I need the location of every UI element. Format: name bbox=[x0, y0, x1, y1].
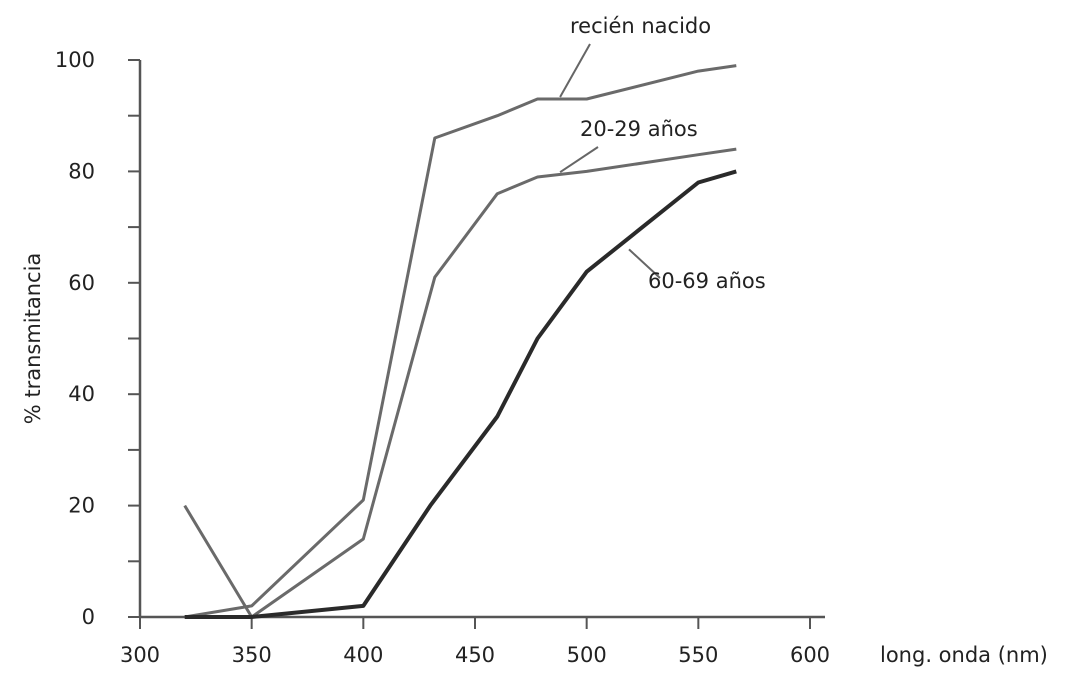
y-tick-label: 80 bbox=[68, 159, 95, 183]
x-tick-label: 450 bbox=[455, 643, 495, 667]
series-labels: recién nacido 20-29 años 60-69 años bbox=[559, 14, 766, 293]
x-tick-label: 300 bbox=[120, 643, 160, 667]
series-line-age-20-29 bbox=[183, 147, 737, 619]
y-tick-label: 40 bbox=[68, 382, 95, 406]
axes bbox=[138, 60, 825, 619]
y-tick-label: 100 bbox=[55, 48, 95, 72]
y-tick-label: 0 bbox=[82, 605, 95, 629]
x-tick-label: 550 bbox=[678, 643, 718, 667]
series-line-newborn bbox=[184, 64, 737, 619]
y-axis-label: % transmitancia bbox=[21, 253, 45, 425]
series-line-age-60-69 bbox=[184, 169, 737, 619]
x-axis-label: long. onda (nm) bbox=[880, 643, 1048, 667]
series-label-age-60-69: 60-69 años bbox=[648, 269, 766, 293]
x-tick-label: 350 bbox=[232, 643, 272, 667]
series-label-leader bbox=[628, 248, 661, 279]
series-label-age-20-29: 20-29 años bbox=[580, 117, 698, 141]
x-tick-label: 600 bbox=[790, 643, 830, 667]
x-tick-label: 500 bbox=[567, 643, 607, 667]
y-tick-label: 20 bbox=[68, 494, 95, 518]
y-tick-label: 60 bbox=[68, 271, 95, 295]
x-tick-label: 400 bbox=[343, 643, 383, 667]
series-label-leader bbox=[559, 43, 591, 98]
ticks: 0 20 40 60 80 100 300 350 400 450 500 550 600 bbox=[55, 48, 830, 667]
series-label-newborn: recién nacido bbox=[570, 14, 711, 38]
series-label-leader bbox=[559, 146, 599, 174]
series-lines bbox=[183, 64, 737, 619]
